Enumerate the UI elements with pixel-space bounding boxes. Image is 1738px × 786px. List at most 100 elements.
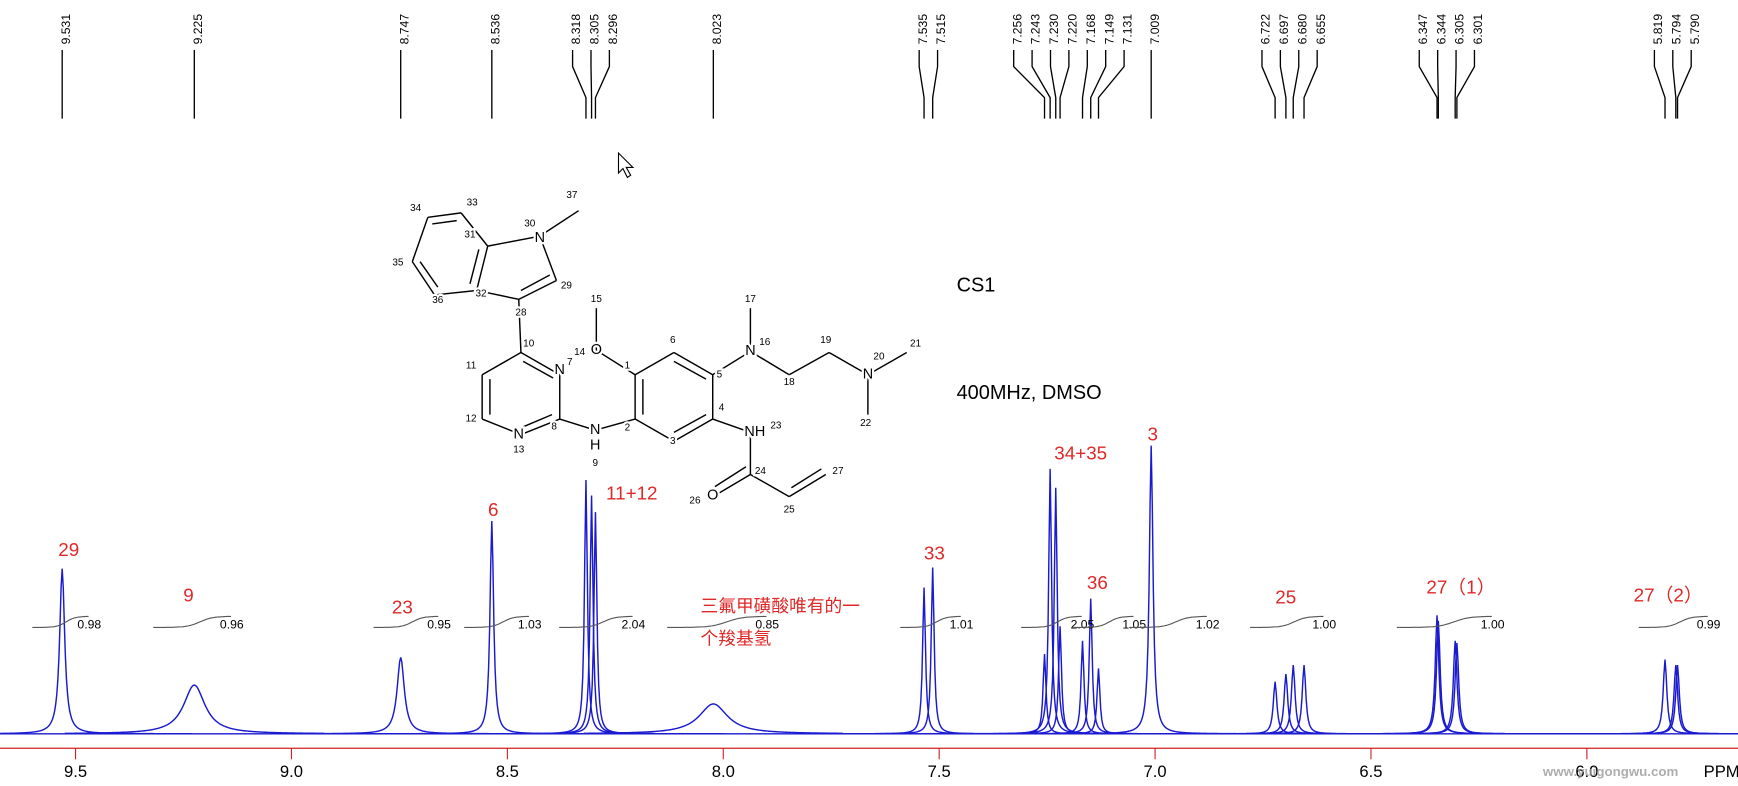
shift-label: 7.515 <box>934 14 948 45</box>
atom-label: 8 <box>551 421 557 432</box>
peak <box>1548 665 1738 735</box>
integral-label: 0.96 <box>220 617 244 631</box>
atom-label: H <box>590 437 600 453</box>
integral-curve <box>373 615 439 628</box>
atom-label: 4 <box>719 403 725 414</box>
peak <box>362 521 622 735</box>
shift-leader <box>571 49 587 119</box>
atom-label: N <box>863 367 873 383</box>
shift-label: 5.790 <box>1688 14 1702 45</box>
atom-label: 31 <box>464 230 476 241</box>
assignment-label: 3 <box>1148 424 1158 445</box>
shift-label: 6.305 <box>1453 14 1467 45</box>
atom-label: 30 <box>524 219 536 230</box>
integral-curve <box>900 615 961 628</box>
shift-label: 8.023 <box>710 14 724 45</box>
shift-leader <box>1418 49 1438 119</box>
atom-label: 22 <box>860 418 872 429</box>
integral-curve <box>1021 615 1082 628</box>
integral-label: 0.99 <box>1697 617 1721 631</box>
atom-label: 3 <box>670 436 676 447</box>
atom-label: 36 <box>432 295 444 306</box>
shift-label: 7.230 <box>1047 14 1061 45</box>
shift-label: 7.168 <box>1084 14 1098 45</box>
atom-label: 2 <box>625 423 631 434</box>
shift-label: 8.296 <box>606 14 620 45</box>
atom-label: 18 <box>784 377 796 388</box>
shift-leader <box>590 49 593 119</box>
atom-label: 6 <box>670 335 676 346</box>
x-tick-label: 9.0 <box>280 762 303 781</box>
shift-leader <box>1013 49 1046 119</box>
shift-label: 7.243 <box>1029 14 1043 45</box>
integral-label: 1.02 <box>1196 617 1220 631</box>
atom-label: 1 <box>625 360 631 371</box>
atom-label: N <box>590 422 600 438</box>
atom-label: 35 <box>392 257 404 268</box>
shift-leader <box>1031 49 1051 119</box>
integral-label: 2.04 <box>622 617 646 631</box>
atom-label: O <box>707 487 718 503</box>
shift-leader <box>1049 49 1057 119</box>
integral-label: 0.98 <box>77 617 101 631</box>
atom-label: O <box>591 342 602 358</box>
x-tick-label: 7.5 <box>928 762 951 781</box>
atom-label: 34 <box>410 203 422 214</box>
assignment-label: 34+35 <box>1054 443 1107 464</box>
shift-label: 7.220 <box>1066 14 1080 45</box>
atom-label: NH <box>744 424 765 440</box>
atom-label: 12 <box>466 414 478 425</box>
shift-label: 8.318 <box>569 14 583 45</box>
atom-label: 20 <box>873 352 885 363</box>
atom-label: 21 <box>910 338 922 349</box>
x-tick-label: 9.5 <box>64 762 87 781</box>
atom-label: 14 <box>574 347 586 358</box>
shift-leader <box>1303 49 1318 119</box>
integral-curve <box>1073 615 1134 628</box>
watermark: www.yuigongwu.com <box>1542 764 1678 779</box>
integral-curve <box>1396 615 1492 628</box>
mouse-cursor <box>617 151 635 179</box>
shift-leader <box>1292 49 1300 119</box>
shift-label: 9.531 <box>59 14 73 45</box>
shift-label: 7.131 <box>1121 14 1135 45</box>
assignment-label: 23 <box>392 597 413 618</box>
integral-curve <box>667 615 767 628</box>
shift-leader <box>932 49 939 119</box>
shift-label: 6.344 <box>1434 14 1448 45</box>
shift-leader <box>1279 49 1287 119</box>
assignment-label: 6 <box>488 499 498 520</box>
integral-curve <box>153 615 231 628</box>
atom-label: 7 <box>567 357 573 368</box>
chart-subtitle: 400MHz, DMSO <box>957 382 1102 404</box>
integral-label: 1.05 <box>1122 617 1146 631</box>
atom-label: 19 <box>820 335 832 346</box>
annotation: 个羧基氢 <box>701 628 772 648</box>
atom-label: 11 <box>466 360 477 371</box>
atom-label: N <box>555 362 565 378</box>
atom-label: 33 <box>467 198 479 209</box>
atom-label: 10 <box>523 338 535 349</box>
x-tick-label: 8.5 <box>496 762 519 781</box>
integral-curve <box>1129 615 1207 628</box>
atom-label: 24 <box>755 466 767 477</box>
integral-curve <box>464 615 529 628</box>
integral-label: 1.01 <box>950 617 974 631</box>
atom-label: 23 <box>770 420 782 431</box>
atom-label: 28 <box>515 307 527 318</box>
shift-label: 5.794 <box>1669 14 1683 45</box>
atom-label: 17 <box>745 294 757 305</box>
peak <box>0 568 192 735</box>
atom-label: 32 <box>476 288 488 299</box>
atom-label: 16 <box>759 337 771 348</box>
x-axis-label: PPM <box>1704 762 1738 781</box>
shift-label: 8.536 <box>488 14 502 45</box>
shift-label: 7.535 <box>916 14 930 45</box>
annotation: 三氟甲磺酸唯有的一 <box>701 596 860 616</box>
assignment-label: 25 <box>1275 587 1296 608</box>
atom-label: N <box>535 230 545 246</box>
integral-curve <box>1250 615 1324 628</box>
shift-label: 8.747 <box>397 14 411 45</box>
